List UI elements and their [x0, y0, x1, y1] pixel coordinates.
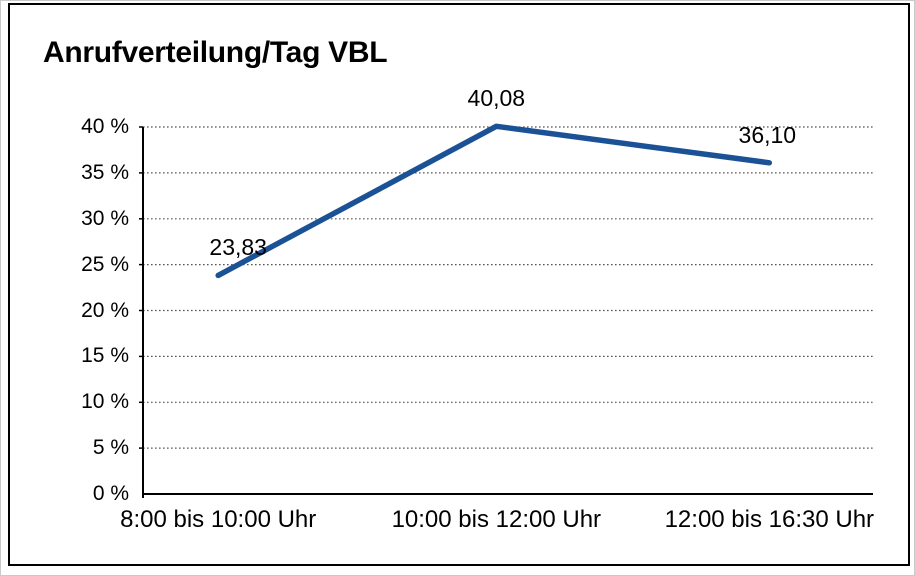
chart-title: Anrufverteilung/Tag VBL [43, 36, 388, 69]
data-point-label: 40,08 [467, 85, 526, 112]
data-line [215, 123, 773, 279]
data-point-label: 36,10 [738, 121, 797, 148]
y-tick-label: 10 % [81, 390, 129, 414]
data-point-label: 23,83 [209, 234, 267, 261]
x-tick-label: 10:00 bis 12:00 Uhr [391, 506, 602, 533]
y-tick-label: 5 % [92, 436, 129, 460]
y-tick-label: 20 % [81, 298, 129, 322]
y-tick-label: 15 % [81, 344, 129, 368]
y-tick-label: 35 % [81, 160, 129, 184]
y-tick-label: 40 % [81, 115, 129, 138]
x-tick-label: 12:00 bis 16:30 Uhr [664, 506, 875, 533]
y-tick-label: 25 % [81, 252, 129, 276]
chart-frame: Anrufverteilung/Tag VBL [8, 3, 910, 566]
y-tick-label: 30 % [81, 206, 129, 230]
y-tick-label: 0 % [92, 482, 129, 505]
x-tick-label: 8:00 bis 10:00 Uhr [120, 506, 317, 533]
